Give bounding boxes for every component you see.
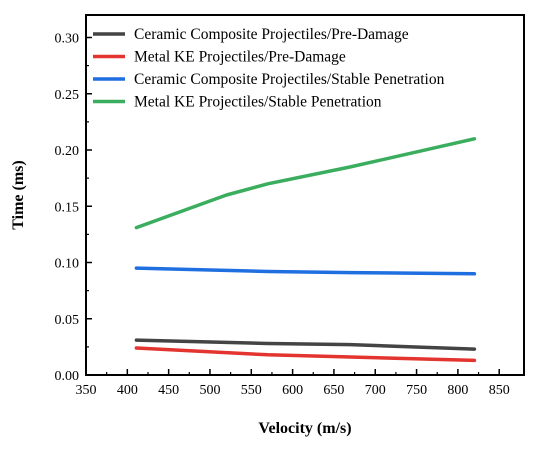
legend-label: Ceramic Composite Projectiles/Pre-Damage bbox=[134, 26, 409, 43]
x-tick-label: 500 bbox=[199, 383, 220, 398]
series-line-3 bbox=[134, 266, 477, 276]
x-tick-label: 800 bbox=[447, 383, 468, 398]
ticks-layer: 350 400 450 500 550 600 650 700 750 800 850 0.00 0.0… bbox=[55, 32, 510, 399]
legend-label: Metal KE Projectiles/Stable Penetration bbox=[134, 94, 382, 111]
plot-frame bbox=[85, 14, 525, 376]
series-line-2 bbox=[134, 346, 477, 363]
x-tick-label: 600 bbox=[282, 383, 303, 398]
series-line-4 bbox=[134, 137, 477, 230]
y-tick-label: 0.05 bbox=[55, 313, 80, 328]
y-axis-title: Time (ms) bbox=[10, 160, 27, 229]
x-tick-label: 550 bbox=[241, 383, 262, 398]
x-tick-label: 850 bbox=[489, 383, 510, 398]
x-tick-label: 400 bbox=[117, 383, 138, 398]
x-tick-label: 650 bbox=[323, 383, 344, 398]
y-tick-label: 0.10 bbox=[55, 257, 80, 272]
legend: Ceramic Composite Projectiles/Pre-Damage… bbox=[93, 26, 445, 111]
series-line-1 bbox=[134, 338, 477, 351]
x-tick-label: 350 bbox=[76, 383, 97, 398]
x-tick-label: 450 bbox=[158, 383, 179, 398]
legend-label: Ceramic Composite Projectiles/Stable Pen… bbox=[134, 71, 445, 88]
y-tick-label: 0.20 bbox=[55, 144, 80, 159]
x-tick-label: 700 bbox=[365, 383, 386, 398]
x-tick-label: 750 bbox=[406, 383, 427, 398]
y-tick-label: 0.00 bbox=[55, 369, 80, 384]
y-tick-label: 0.25 bbox=[55, 88, 80, 103]
series-layer bbox=[134, 137, 477, 363]
y-tick-label: 0.30 bbox=[55, 32, 80, 47]
y-tick-label: 0.15 bbox=[55, 200, 80, 215]
legend-label: Metal KE Projectiles/Pre-Damage bbox=[134, 49, 346, 66]
x-axis-title: Velocity (m/s) bbox=[258, 420, 351, 437]
